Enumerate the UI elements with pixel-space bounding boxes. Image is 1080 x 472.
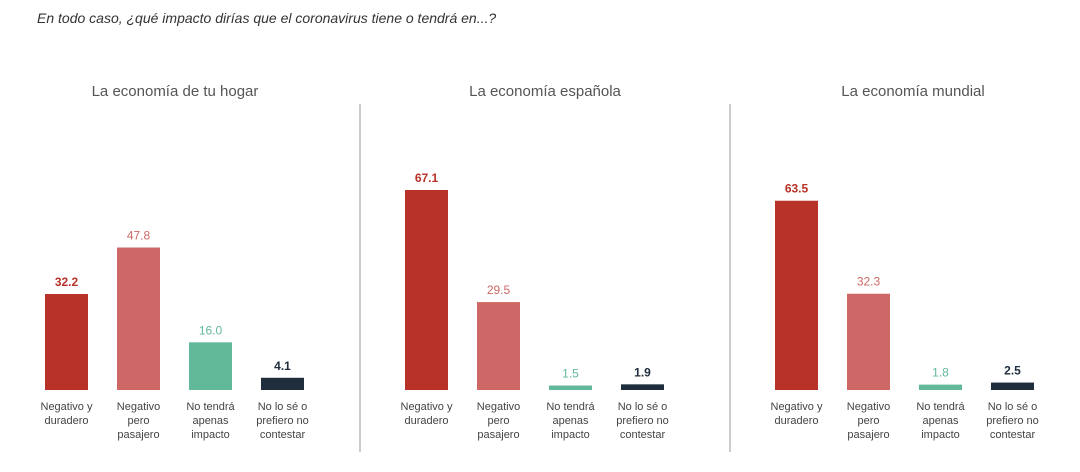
category-label-chart1-1: Negativo y duradero [41, 401, 93, 427]
category-label-chart1-2: Negativo pero pasajero [117, 401, 160, 441]
value-label-chart1-2: 47.8 [127, 229, 151, 243]
category-label-chart2-2: Negativo pero pasajero [477, 401, 520, 441]
value-label-chart3-4: 2.5 [1004, 364, 1021, 378]
value-label-chart2-1: 67.1 [415, 171, 439, 185]
bar-chart2-3 [549, 385, 592, 390]
bar-chart1-2 [117, 247, 160, 390]
category-label-chart3-1: Negativo y duradero [771, 401, 823, 427]
chart-title-2: La economía española [469, 83, 621, 100]
value-label-chart2-4: 1.9 [634, 365, 651, 379]
value-label-chart2-2: 29.5 [487, 283, 511, 297]
category-label-chart2-4: No lo sé o prefiero no contestar [616, 401, 669, 441]
category-label-chart3-2: Negativo pero pasajero [847, 401, 890, 441]
bar-chart2-2 [477, 302, 520, 390]
bar-chart1-4 [261, 377, 304, 390]
bar-chart3-1 [775, 200, 818, 390]
value-label-chart1-4: 4.1 [274, 359, 291, 373]
bar-chart1-3 [189, 342, 232, 390]
bar-chart3-2 [847, 293, 890, 390]
value-label-chart2-3: 1.5 [562, 367, 579, 381]
bar-chart3-3 [919, 384, 962, 390]
category-label-chart3-3: No tendrá apenas impacto [916, 401, 965, 441]
category-label-chart1-4: No lo sé o prefiero no contestar [256, 401, 309, 441]
chart-title-3: La economía mundial [841, 83, 984, 100]
category-label-chart1-3: No tendrá apenas impacto [186, 401, 235, 441]
bar-chart2-4 [621, 384, 664, 390]
category-label-chart2-3: No tendrá apenas impacto [546, 401, 595, 441]
category-label-chart2-1: Negativo y duradero [401, 401, 453, 427]
value-label-chart3-1: 63.5 [785, 182, 809, 196]
chart-title-1: La economía de tu hogar [92, 83, 259, 100]
survey-question: En todo caso, ¿qué impacto dirías que el… [37, 10, 497, 26]
bar-chart2-1 [405, 190, 448, 390]
bar-chart1-1 [45, 294, 88, 390]
bar-chart3-4 [991, 382, 1034, 390]
category-label-chart3-4: No lo sé o prefiero no contestar [986, 401, 1039, 441]
value-label-chart3-2: 32.3 [857, 275, 881, 289]
value-label-chart1-1: 32.2 [55, 275, 79, 289]
value-label-chart3-3: 1.8 [932, 366, 949, 380]
value-label-chart1-3: 16.0 [199, 323, 223, 337]
